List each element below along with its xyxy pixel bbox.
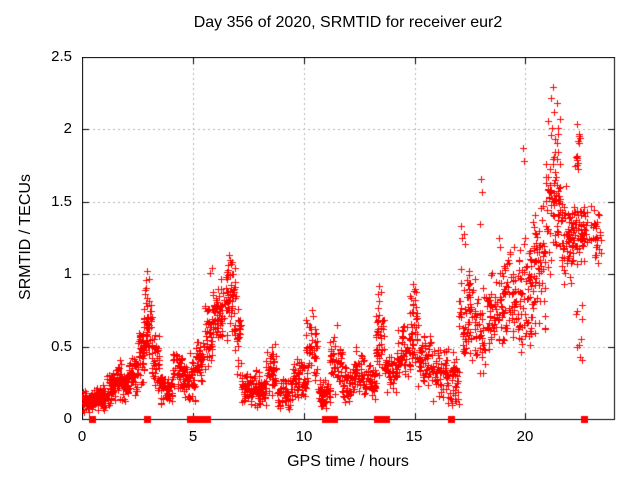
x-tick-label: 15 <box>405 428 423 445</box>
plot-area <box>82 57 616 429</box>
x-tick-label: 5 <box>188 428 198 445</box>
x-axis-label: GPS time / hours <box>287 453 409 470</box>
y-tick-label: 1.5 <box>51 193 72 210</box>
y-tick-label: 0 <box>63 410 72 427</box>
y-tick-label: 2.5 <box>51 48 72 65</box>
y-tick-label: 2 <box>63 120 72 137</box>
y-tick-label: 0.5 <box>51 338 72 355</box>
x-tick-label: 0 <box>77 428 87 445</box>
x-tick-label: 20 <box>516 428 534 445</box>
x-tick-label: 10 <box>295 428 313 445</box>
y-tick-label: 1 <box>63 265 72 282</box>
chart-title: Day 356 of 2020, SRMTID for receiver eur… <box>193 14 503 31</box>
